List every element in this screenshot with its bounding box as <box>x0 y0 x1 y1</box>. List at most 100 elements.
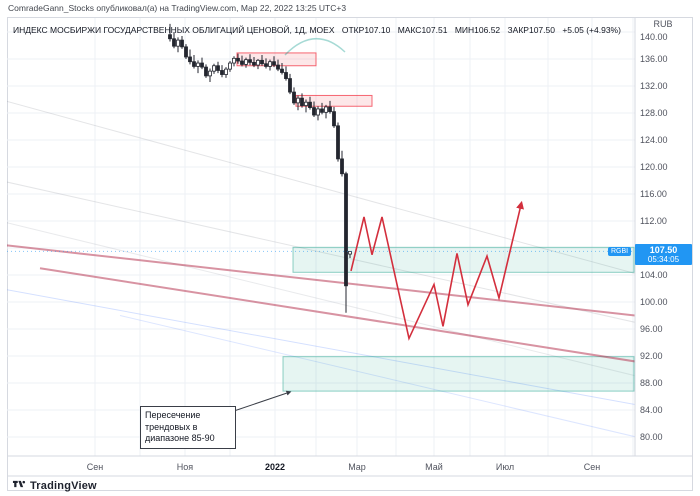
candle-body <box>220 70 224 75</box>
candle-body <box>348 250 352 255</box>
price-tick-label: 124.00 <box>640 135 668 145</box>
candle-body <box>280 68 284 73</box>
price-tick-label: 136.00 <box>640 54 668 64</box>
candle-body <box>184 46 188 58</box>
annotation-callout[interactable]: Пересечение трендовых в диапазоне 85-90 <box>140 406 236 450</box>
candle-body <box>344 173 348 287</box>
candle-body <box>204 66 208 77</box>
candle-body <box>320 108 324 113</box>
trendline[interactable] <box>39 267 665 366</box>
last-price: 107.50 <box>649 245 678 255</box>
price-tick-label: 120.00 <box>640 162 668 172</box>
aux-trend-line[interactable] <box>0 100 665 282</box>
last-price-badge[interactable]: 107.50 05:34:05 <box>635 244 692 265</box>
time-tick-label: Сен <box>86 462 104 472</box>
aux-trend-line[interactable] <box>0 289 665 411</box>
candle-body <box>208 70 212 77</box>
chart-footer: TradingView <box>12 477 97 495</box>
attribution: ComradeGann_Stocks опубликовал(а) на Tra… <box>8 3 346 13</box>
series-label[interactable]: RGBI <box>608 247 632 256</box>
time-tick-label: Сен <box>583 462 601 472</box>
close-value: 107.50 <box>528 25 555 35</box>
candle-body <box>284 72 288 79</box>
tradingview-brand[interactable]: TradingView <box>30 480 97 492</box>
price-tick-label: 88.00 <box>640 378 663 388</box>
price-tick-label: 84.00 <box>640 405 663 415</box>
candle-body <box>248 59 252 63</box>
low-label: МИН <box>454 25 475 35</box>
chart-legend: ИНДЕКС МОСБИРЖИ ГОСУДАРСТВЕННЫХ ОБЛИГАЦИ… <box>13 25 626 35</box>
high-label: МАКС <box>397 25 422 35</box>
low-value: 106.52 <box>474 25 501 35</box>
candle-body <box>312 107 316 116</box>
time-tick-label: Ноя <box>176 462 194 472</box>
price-tick-label: 140.00 <box>640 32 668 42</box>
candle-body <box>200 62 204 68</box>
price-tick-label: 96.00 <box>640 324 663 334</box>
symbol-title[interactable]: ИНДЕКС МОСБИРЖИ ГОСУДАРСТВЕННЫХ ОБЛИГАЦИ… <box>13 25 335 35</box>
demand-zone[interactable] <box>282 356 635 392</box>
candle-body <box>324 106 328 113</box>
candle-body <box>212 65 216 72</box>
projection-path[interactable] <box>350 200 524 341</box>
aux-trend-line[interactable] <box>119 315 665 444</box>
candle-body <box>240 60 244 65</box>
candle-body <box>228 62 232 70</box>
arc-drawing[interactable] <box>284 38 346 56</box>
candle-body <box>236 57 240 62</box>
ohlc-close: ЗАКР107.50 <box>508 25 555 35</box>
attribution-text[interactable]: ComradeGann_Stocks опубликовал(а) на Tra… <box>8 3 347 13</box>
currency-label: RUB <box>653 19 673 29</box>
candle-body <box>260 59 264 65</box>
candle-body <box>316 108 320 116</box>
open-label: ОТКР <box>341 25 365 35</box>
candle-body <box>180 39 184 48</box>
candle-body <box>300 97 304 106</box>
candle-body <box>332 111 336 127</box>
supply-zone[interactable] <box>295 94 373 107</box>
time-tick-label: 2022 <box>264 462 286 472</box>
candle-body <box>216 65 220 71</box>
candle-body <box>292 91 296 104</box>
callout-connector <box>227 390 292 414</box>
price-tick-label: 92.00 <box>640 351 663 361</box>
ohlc-open: ОТКР107.10 <box>342 25 390 35</box>
price-tick-label: 132.00 <box>640 81 668 91</box>
candles[interactable] <box>168 23 352 313</box>
candle-body <box>176 39 180 47</box>
candle-body <box>328 106 332 113</box>
ohlc-high: МАКС107.51 <box>398 25 448 35</box>
candle-body <box>172 38 176 47</box>
candle-body <box>264 63 268 67</box>
time-tick-label: Июл <box>495 462 515 472</box>
trendline[interactable] <box>0 244 665 319</box>
time-tick-label: Мар <box>348 462 366 472</box>
candle-body <box>288 78 292 93</box>
candle-body <box>340 158 344 175</box>
aux-trend-line[interactable] <box>0 221 665 383</box>
candle-body <box>192 61 196 67</box>
tradingview-logo-icon[interactable] <box>12 477 26 495</box>
aux-trend-line[interactable] <box>0 181 665 330</box>
candle-body <box>296 97 300 104</box>
price-tick-label: 128.00 <box>640 108 668 118</box>
ohlc-low: МИН106.52 <box>455 25 500 35</box>
price-tick-label: 80.00 <box>640 432 663 442</box>
candle-body <box>276 64 280 70</box>
price-tick-label: 100.00 <box>640 297 668 307</box>
open-value: 107.10 <box>364 25 391 35</box>
candle-body <box>304 101 308 106</box>
time-tick-label: Май <box>425 462 443 472</box>
change-value: +5.05 (+4.93%) <box>562 25 621 35</box>
price-tick-label: 112.00 <box>640 216 667 226</box>
candle-body <box>268 61 272 67</box>
high-value: 107.51 <box>421 25 448 35</box>
price-tick-label: 116.00 <box>640 189 667 199</box>
candle-body <box>232 57 236 64</box>
candle-body <box>168 34 172 40</box>
price-tick-label: 104.00 <box>640 270 668 280</box>
candle-body <box>256 59 260 66</box>
plot-area[interactable] <box>0 18 665 456</box>
